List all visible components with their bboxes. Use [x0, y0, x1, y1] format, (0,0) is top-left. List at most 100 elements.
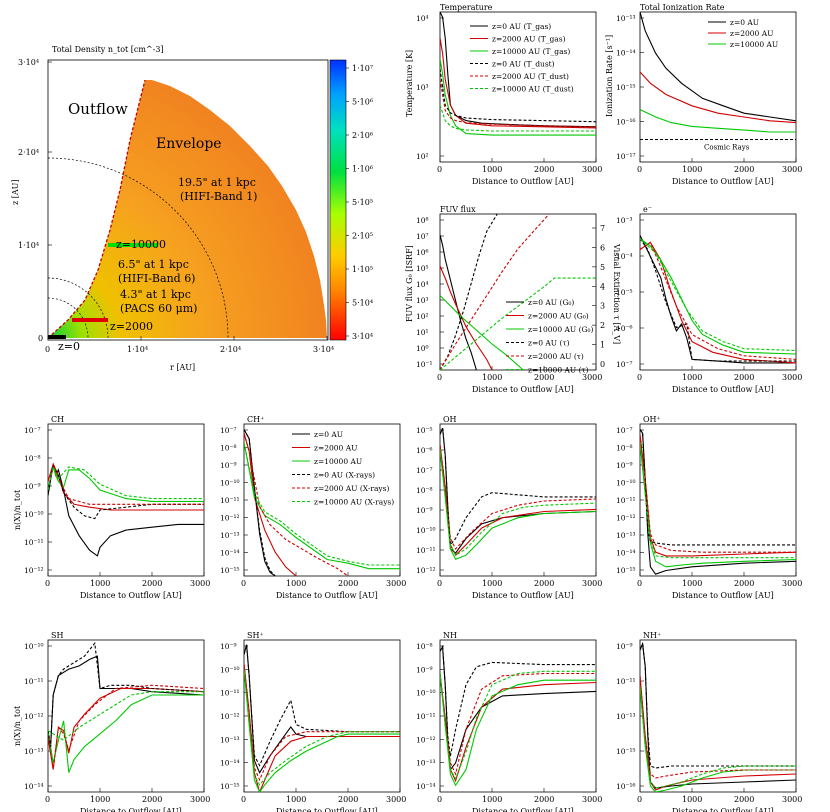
ytick-label: 10⁻⁷ — [416, 466, 433, 475]
xtick-label: 2000 — [534, 795, 554, 804]
xtick-label: 0 — [437, 579, 442, 588]
ytick-label: 10⁻¹² — [416, 735, 436, 744]
series-line — [48, 464, 204, 502]
series-line — [440, 295, 524, 370]
legend-label: z=2000 AU (T_gas) — [492, 35, 566, 44]
ytick-label: 10⁻¹⁶ — [616, 118, 636, 127]
series-line — [244, 644, 400, 774]
series-line — [640, 685, 796, 789]
ytick-label: 10⁻¹⁰ — [416, 526, 436, 535]
density-map-panel: Total Density n_tot [cm^-3] Outflow Enve… — [11, 45, 373, 372]
legend-label: z=2000 AU — [314, 444, 357, 453]
ytick-label: 10⁸ — [416, 216, 429, 225]
legend-label: z=10000 AU — [730, 40, 778, 49]
xtick-label: 2000 — [734, 373, 754, 382]
x-axis-label: Distance to Outflow [AU] — [672, 177, 774, 186]
ytick-label: 10⁻³ — [616, 216, 633, 225]
ytick-label: 10¹ — [416, 328, 429, 337]
legend-label: z=10000 AU (X-rays) — [314, 498, 394, 507]
ytick-label: 10⁻¹³ — [416, 759, 436, 768]
annotation-cosmic-rays: Cosmic Rays — [704, 144, 750, 152]
y2tick-label: 4 — [600, 282, 605, 291]
y2-axis-label: Visual Extinction τ [A_V] — [612, 243, 621, 344]
legend-label: z=0 AU (G₀) — [528, 298, 574, 307]
colorbar-tick-label: 5·10⁵ — [352, 198, 373, 207]
plot-frame — [639, 213, 797, 371]
ytick-label: 10⁻⁹ — [616, 642, 633, 651]
panel-ohp: OH⁺ 0 1000 2000 3000 Distance to Outflow [AU]… — [616, 415, 802, 600]
xtick-label: 3000 — [190, 579, 210, 588]
xtick-label: 3000 — [582, 795, 602, 804]
label-z10000: z=10000 — [116, 238, 166, 251]
plot-frame — [639, 639, 797, 793]
x-axis-label: Distance to Outflow [AU] — [80, 807, 182, 812]
ytick-label: 10⁻¹¹ — [220, 689, 240, 698]
xtick-label: 1000 — [482, 795, 502, 804]
series-line — [640, 241, 796, 360]
ytick-label: 10² — [416, 152, 429, 161]
ytick-label: 10⁻¹⁵ — [220, 566, 240, 575]
ytick-label: 10⁻⁷ — [616, 360, 633, 369]
ytick-label: 10³ — [416, 296, 429, 305]
map-y-ticks: 0 1·10⁴ 2·10⁴ 3·10⁴ — [18, 58, 52, 343]
label-beam1: 19.5" at 1 kpc — [178, 176, 256, 189]
xtick-label: 1000 — [682, 373, 702, 382]
panel-title: SH — [51, 631, 63, 640]
xtick-label: 0 — [437, 795, 442, 804]
panel-nh: NH 0 1000 2000 3000 Distance to Outflow [AU] 1… — [416, 631, 602, 812]
legend-label: z=10000 AU (T_dust) — [492, 85, 574, 94]
xtick-label: 0 — [241, 795, 246, 804]
y2tick-label: 7 — [600, 224, 605, 233]
xtick-label: 1000 — [482, 165, 502, 174]
ytick-label: 10⁻¹² — [24, 566, 44, 575]
ytick-label: 10⁻¹² — [220, 514, 240, 523]
legend-label: z=2000 AU (T_dust) — [492, 72, 569, 81]
panel-eminus: e⁻ 0 1000 2000 3000 Distance to Outflow [AU] 1… — [616, 205, 802, 394]
ytick-label: 10⁻⁸ — [616, 444, 633, 453]
x-axis-label: Distance to Outflow [AU] — [276, 807, 378, 812]
colorbar-tick-label: 1·10⁵ — [352, 265, 373, 274]
ytick-label: 10⁻¹¹ — [416, 712, 436, 721]
map-xtick-label: 2·10⁴ — [220, 345, 241, 354]
series-line — [48, 465, 204, 500]
series-line — [640, 71, 796, 124]
xtick-label: 1000 — [682, 795, 702, 804]
x-axis-label: Distance to Outflow [AU] — [276, 591, 378, 600]
ytick-label: 10⁻¹¹ — [416, 546, 436, 555]
plot-frame — [439, 213, 597, 371]
panel-shp: SH⁺ 0 1000 2000 3000 Distance to Outflow [AU]… — [220, 631, 406, 812]
panel-sh: SH 0 1000 2000 3000 Distance to Outflow [AU] 1… — [13, 631, 210, 812]
y-axis-label: n(X)/n_tot — [13, 489, 22, 530]
series-line — [48, 462, 204, 505]
panel-title: NH — [443, 631, 457, 640]
series-group — [640, 12, 796, 141]
map-ytick-label: 2·10⁴ — [18, 148, 39, 157]
series-line — [244, 433, 297, 576]
y-axis-label: Ionization Rate [s⁻¹] — [605, 35, 614, 117]
xtick-label: 2000 — [534, 579, 554, 588]
xtick-label: 3000 — [386, 795, 406, 804]
y2tick-label: 3 — [600, 302, 605, 311]
ytick-label: 10⁻¹⁴ — [220, 549, 240, 558]
xtick-label: 0 — [637, 165, 642, 174]
ytick-label: 10⁻¹¹ — [24, 677, 44, 686]
ytick-label: 10⁻¹¹ — [616, 677, 636, 686]
plot-frame — [47, 639, 205, 793]
ytick-label: 10⁻¹⁷ — [616, 152, 636, 161]
y2tick-label: 0 — [600, 360, 605, 369]
label-z2000: z=2000 — [110, 320, 153, 333]
series-group — [244, 429, 400, 576]
panel-title: CH — [51, 415, 64, 424]
beam-circle-large — [47, 157, 229, 339]
colorbar-tick-label: 1·10⁷ — [352, 64, 373, 73]
map-xtick-label: 3·10⁴ — [313, 345, 334, 354]
xtick-label: 3000 — [582, 579, 602, 588]
series-line — [48, 641, 204, 747]
ytick-label: 10⁻⁷ — [24, 426, 41, 435]
label-beam2: 6.5" at 1 kpc — [118, 258, 189, 271]
legend-label: z=2000 AU (G₀) — [528, 312, 589, 321]
panel-ion: Total Ionization Rate 0 1000 2000 3000 Distan… — [605, 3, 802, 186]
panel-chp: CH⁺ 0 1000 2000 3000 Distance to Outflow [AU]… — [220, 415, 406, 600]
ytick-label: 10³ — [416, 83, 429, 92]
